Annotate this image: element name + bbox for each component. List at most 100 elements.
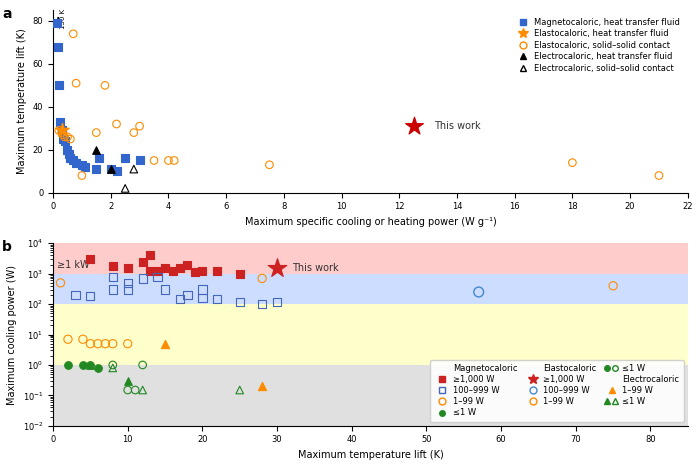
Point	[62, 335, 74, 343]
Point	[85, 340, 96, 347]
Point	[160, 340, 171, 347]
X-axis label: Maximum temperature lift (K): Maximum temperature lift (K)	[298, 450, 443, 460]
Point	[408, 122, 419, 130]
Point	[122, 340, 133, 347]
Point	[134, 122, 145, 130]
Text: This work: This work	[292, 263, 339, 273]
Point	[120, 155, 131, 162]
Point	[77, 335, 88, 343]
Point	[53, 127, 64, 134]
Point	[52, 43, 64, 50]
Point	[105, 165, 116, 173]
Point	[567, 159, 578, 166]
Point	[79, 163, 90, 170]
Point	[197, 294, 208, 302]
Point	[174, 265, 186, 272]
Point	[144, 268, 155, 275]
Point	[152, 273, 163, 280]
Point	[85, 361, 96, 368]
Point	[130, 386, 141, 394]
Point	[99, 82, 111, 89]
Point	[473, 288, 484, 296]
Point	[653, 172, 664, 179]
Point	[197, 268, 208, 275]
Point	[111, 168, 122, 175]
Point	[62, 146, 73, 154]
Point	[59, 133, 70, 141]
Point	[122, 286, 133, 293]
Bar	[53, 274, 688, 304]
Point	[107, 364, 118, 372]
Bar	[53, 243, 688, 274]
Point	[272, 298, 283, 305]
Point	[137, 361, 148, 368]
Legend: Magnetocaloric, ≥1,000 W, 100–999 W, 1–99 W, ≤1 W, Elastocaloric, ≥1,000 W, 100–: Magnetocaloric, ≥1,000 W, 100–999 W, 1–9…	[430, 360, 684, 422]
Point	[120, 184, 131, 192]
Point	[144, 252, 155, 259]
Point	[107, 361, 118, 368]
Point	[163, 157, 174, 164]
Text: b: b	[2, 240, 12, 254]
Point	[182, 291, 193, 299]
Point	[264, 161, 275, 169]
Point	[68, 30, 79, 37]
Point	[62, 133, 73, 141]
Point	[56, 127, 67, 134]
Point	[107, 340, 118, 347]
Point	[107, 273, 118, 280]
Point	[54, 82, 65, 89]
Point	[122, 279, 133, 287]
Point	[107, 286, 118, 293]
Point	[64, 155, 76, 162]
Point	[56, 127, 67, 134]
Point	[91, 146, 102, 154]
Point	[99, 340, 111, 347]
Point	[272, 265, 283, 272]
Point	[71, 159, 82, 166]
X-axis label: Maximum specific cooling or heating power (W g⁻¹): Maximum specific cooling or heating powe…	[244, 217, 496, 227]
Point	[137, 386, 148, 394]
Text: 150 K: 150 K	[60, 9, 66, 29]
Point	[91, 129, 102, 136]
Point	[608, 282, 619, 290]
Point	[122, 265, 133, 272]
Point	[122, 377, 133, 385]
Point	[137, 275, 148, 282]
Point	[55, 118, 66, 126]
Point	[68, 157, 79, 164]
Bar	[53, 365, 688, 426]
Point	[105, 165, 116, 173]
Point	[52, 19, 63, 27]
Point	[92, 364, 104, 372]
Point	[62, 361, 74, 368]
Bar	[53, 304, 688, 365]
Point	[211, 295, 223, 303]
Point	[128, 129, 139, 136]
Point	[197, 286, 208, 293]
Text: a: a	[2, 7, 12, 21]
Point	[234, 386, 245, 394]
Point	[77, 361, 88, 368]
Point	[234, 270, 245, 277]
Point	[107, 262, 118, 269]
Point	[128, 165, 139, 173]
Point	[57, 131, 69, 139]
Point	[169, 157, 180, 164]
Point	[70, 291, 81, 299]
Point	[63, 150, 74, 158]
Point	[85, 361, 96, 368]
Point	[160, 286, 171, 293]
Point	[134, 157, 145, 164]
Point	[91, 165, 102, 173]
Point	[256, 300, 267, 308]
Point	[111, 120, 122, 128]
Point	[85, 293, 96, 300]
Point	[148, 157, 160, 164]
Point	[256, 382, 267, 390]
Point	[94, 155, 105, 162]
Text: This work: This work	[434, 121, 480, 131]
Point	[76, 172, 88, 179]
Y-axis label: Maximum temperature lift (K): Maximum temperature lift (K)	[17, 28, 27, 174]
Point	[57, 135, 69, 143]
Point	[122, 386, 133, 394]
